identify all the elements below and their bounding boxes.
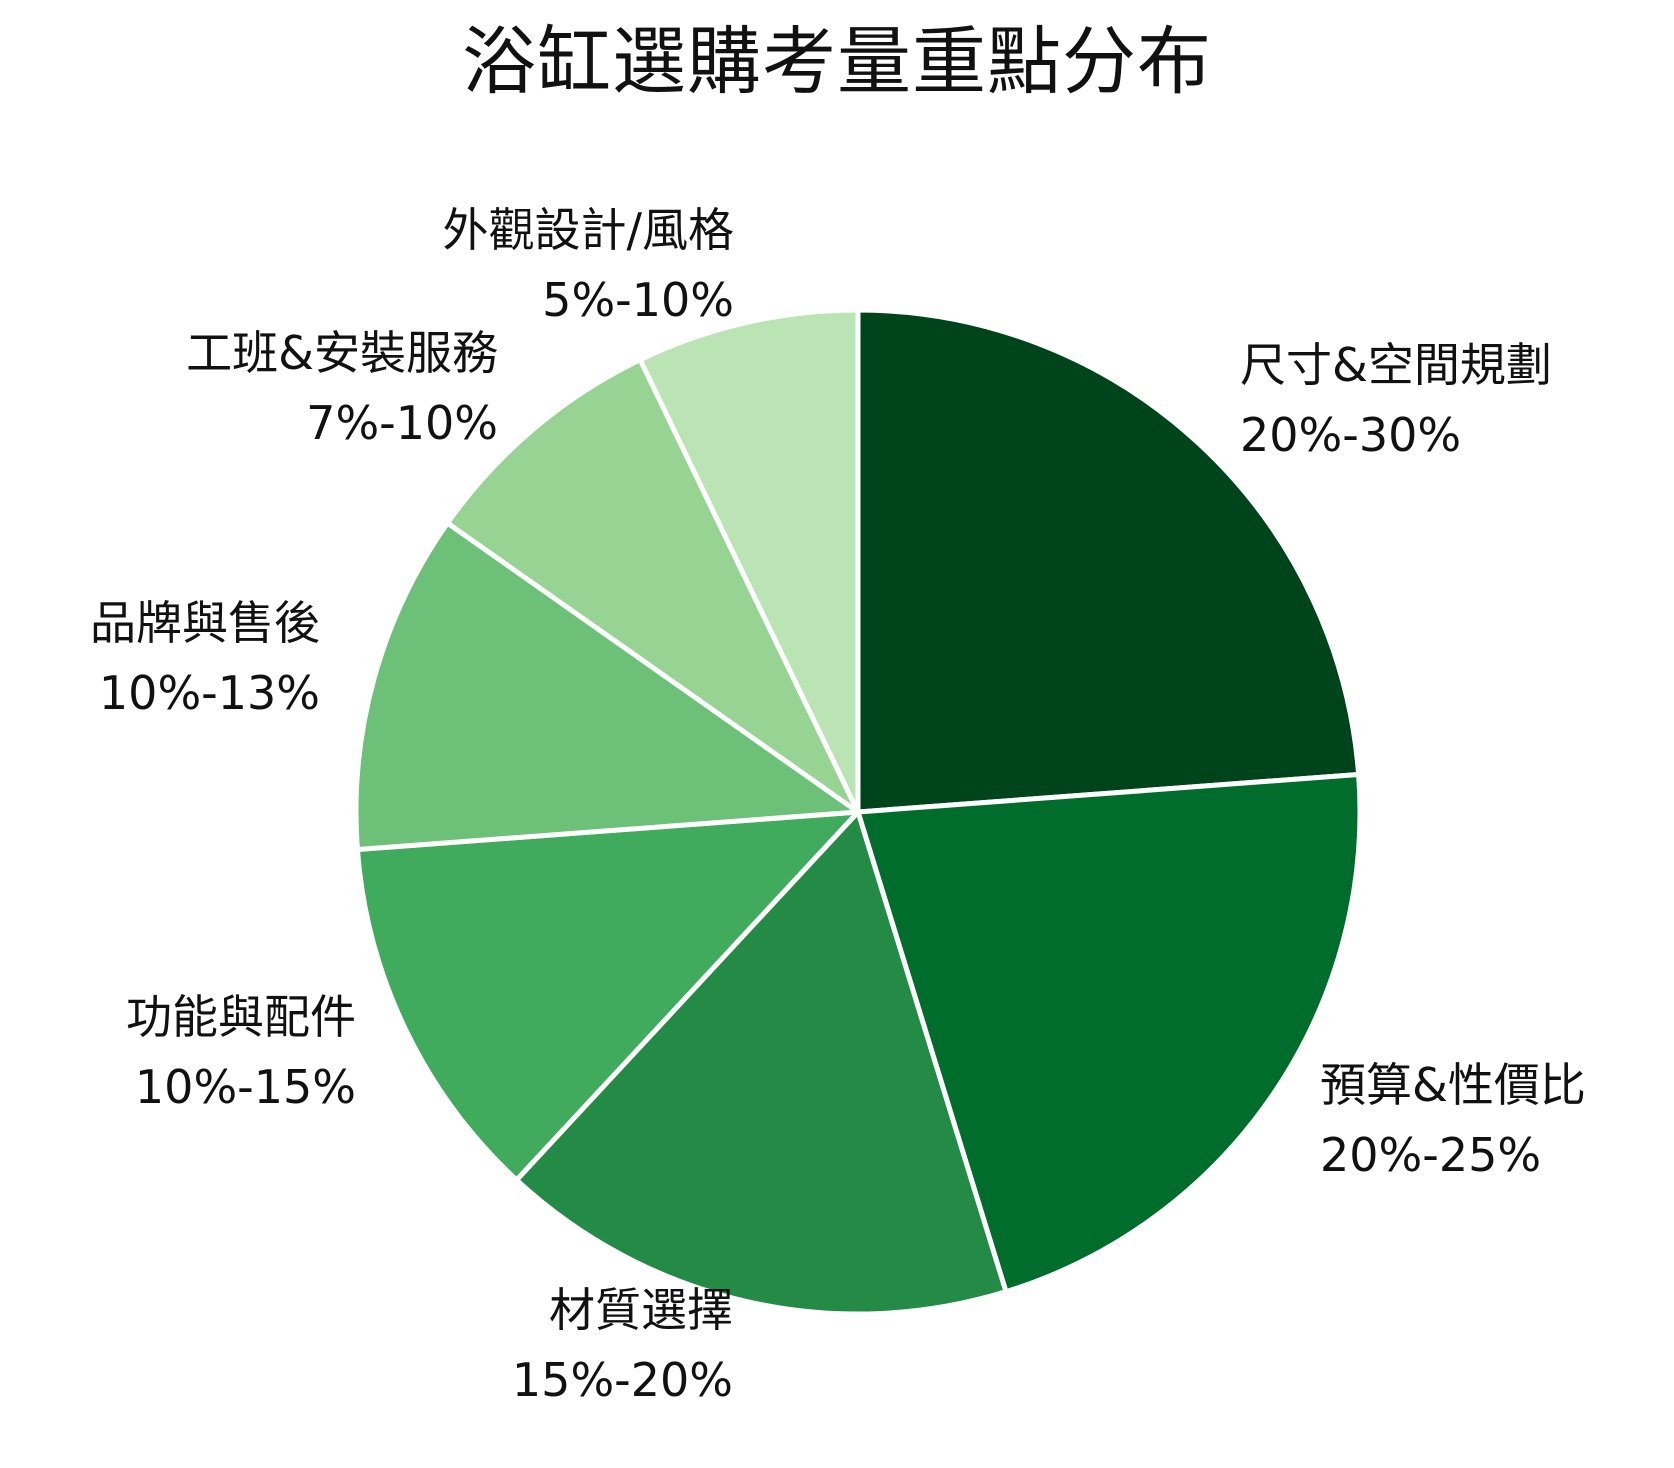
slice-label-budget-value: 預算&性價比 20%-25% — [1320, 1050, 1586, 1190]
pie-slice-features-accessories — [354, 809, 861, 1183]
slice-label-range: 10%-13% — [98, 666, 320, 720]
slice-label-range: 7%-10% — [306, 396, 498, 450]
slice-label-size-space: 尺寸&空間規劃 20%-30% — [1240, 330, 1552, 470]
slice-label-appearance-style: 外觀設計/風格 5%-10% — [443, 195, 735, 335]
slice-label-brand-aftersales: 品牌與售後 10%-13% — [90, 588, 320, 728]
pie-slice-brand-aftersales — [353, 520, 861, 853]
pie-slice-appearance-style — [637, 307, 861, 815]
slice-label-installation-service: 工班&安裝服務 7%-10% — [186, 318, 498, 458]
slice-label-material: 材質選擇 15%-20% — [512, 1275, 733, 1415]
pie-slice-size-space — [855, 307, 1362, 815]
slice-label-name: 材質選擇 — [549, 1283, 733, 1337]
pie-slice-budget-value — [855, 771, 1363, 1295]
pie-slice-installation-service — [445, 357, 861, 815]
slice-label-name: 品牌與售後 — [90, 596, 320, 650]
slice-label-name: 工班&安裝服務 — [186, 326, 498, 380]
slice-label-name: 尺寸&空間規劃 — [1240, 338, 1552, 392]
slice-label-name: 功能與配件 — [126, 990, 356, 1044]
slice-label-range: 5%-10% — [542, 273, 734, 327]
slice-label-name: 外觀設計/風格 — [442, 203, 735, 257]
slice-label-range: 15%-20% — [511, 1353, 733, 1407]
chart-title: 浴缸選購考量重點分布 — [462, 19, 1212, 105]
slice-label-name: 預算&性價比 — [1320, 1058, 1586, 1112]
slice-label-range: 20%-25% — [1320, 1128, 1542, 1182]
slice-label-range: 10%-15% — [134, 1060, 356, 1114]
slice-label-features-accessories: 功能與配件 10%-15% — [126, 982, 356, 1122]
slice-label-range: 20%-30% — [1240, 408, 1462, 462]
pie-slice-material — [514, 809, 1009, 1317]
